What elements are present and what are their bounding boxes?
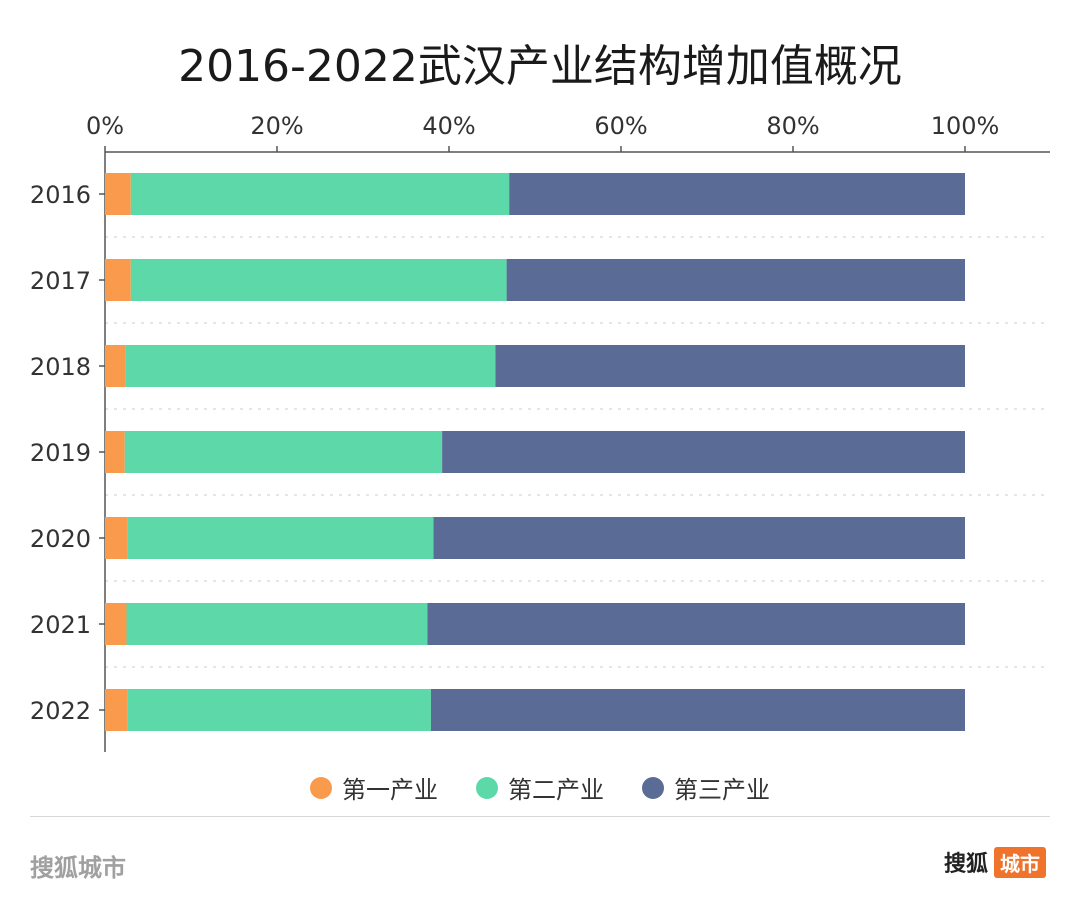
footer-brand-left: 搜狐城市 [30,854,126,882]
legend-label: 第二产业 [508,776,604,804]
footer-brand-badge: 城市 [994,846,1046,878]
legend-label: 第一产业 [342,776,438,804]
bar-segment [126,603,428,645]
x-tick-label: 100% [931,112,1000,140]
chart-title: 2016-2022武汉产业结构增加值概况 [178,41,902,92]
footer-brand-right: 搜狐 城市 [944,846,1046,878]
legend-item: 第二产业 [476,770,604,805]
bar-segment [130,173,510,215]
bar-segment [105,689,128,731]
stacked-bar-chart: 0% 20% 40% 60% 80% 100% 2016 2017 2018 2019 2020 20… [30,112,1050,752]
bar-segment [442,431,965,473]
y-tick-label: 2018 [30,353,91,381]
bar-segment [105,517,128,559]
bar-segment [495,345,965,387]
bar-segment [433,517,965,559]
legend-swatch [476,776,498,799]
bar-segment [506,259,965,301]
legend-swatch [310,776,332,799]
bar-segment [430,689,965,731]
bar-segment [105,345,126,387]
y-tick-label: 2021 [30,611,91,639]
bar-segment [105,603,127,645]
bar-segment [127,689,431,731]
bar-segment [509,173,965,215]
y-tick-label: 2017 [30,267,91,295]
bar-segment [105,173,131,215]
legend-swatch [642,776,664,799]
y-tick-label: 2020 [30,525,91,553]
footer-divider [30,816,1050,817]
x-tick-label: 0% [86,112,124,140]
x-tick-label: 20% [250,112,303,140]
footer-brand-text: 搜狐 [943,852,988,877]
legend-label: 第三产业 [674,776,770,804]
bar-segment [105,431,125,473]
bar-segment [125,345,496,387]
y-tick-label: 2016 [30,181,91,209]
legend-item: 第三产业 [642,770,770,805]
bar-layer [105,173,965,731]
bar-segment [427,603,965,645]
bar-segment [105,259,131,301]
x-tick-label: 40% [422,112,475,140]
bar-segment [124,431,443,473]
y-tick-label: 2019 [30,439,91,467]
legend: 第一产业 第二产业 第三产业 [0,770,1080,805]
bar-segment [130,259,507,301]
x-tick-label: 60% [594,112,647,140]
axis-layer: 0% 20% 40% 60% 80% 100% 2016 2017 2018 2019 2020 20… [30,112,1050,752]
legend-item: 第一产业 [310,770,438,805]
bar-segment [127,517,434,559]
y-tick-label: 2022 [30,697,91,725]
x-tick-label: 80% [766,112,819,140]
